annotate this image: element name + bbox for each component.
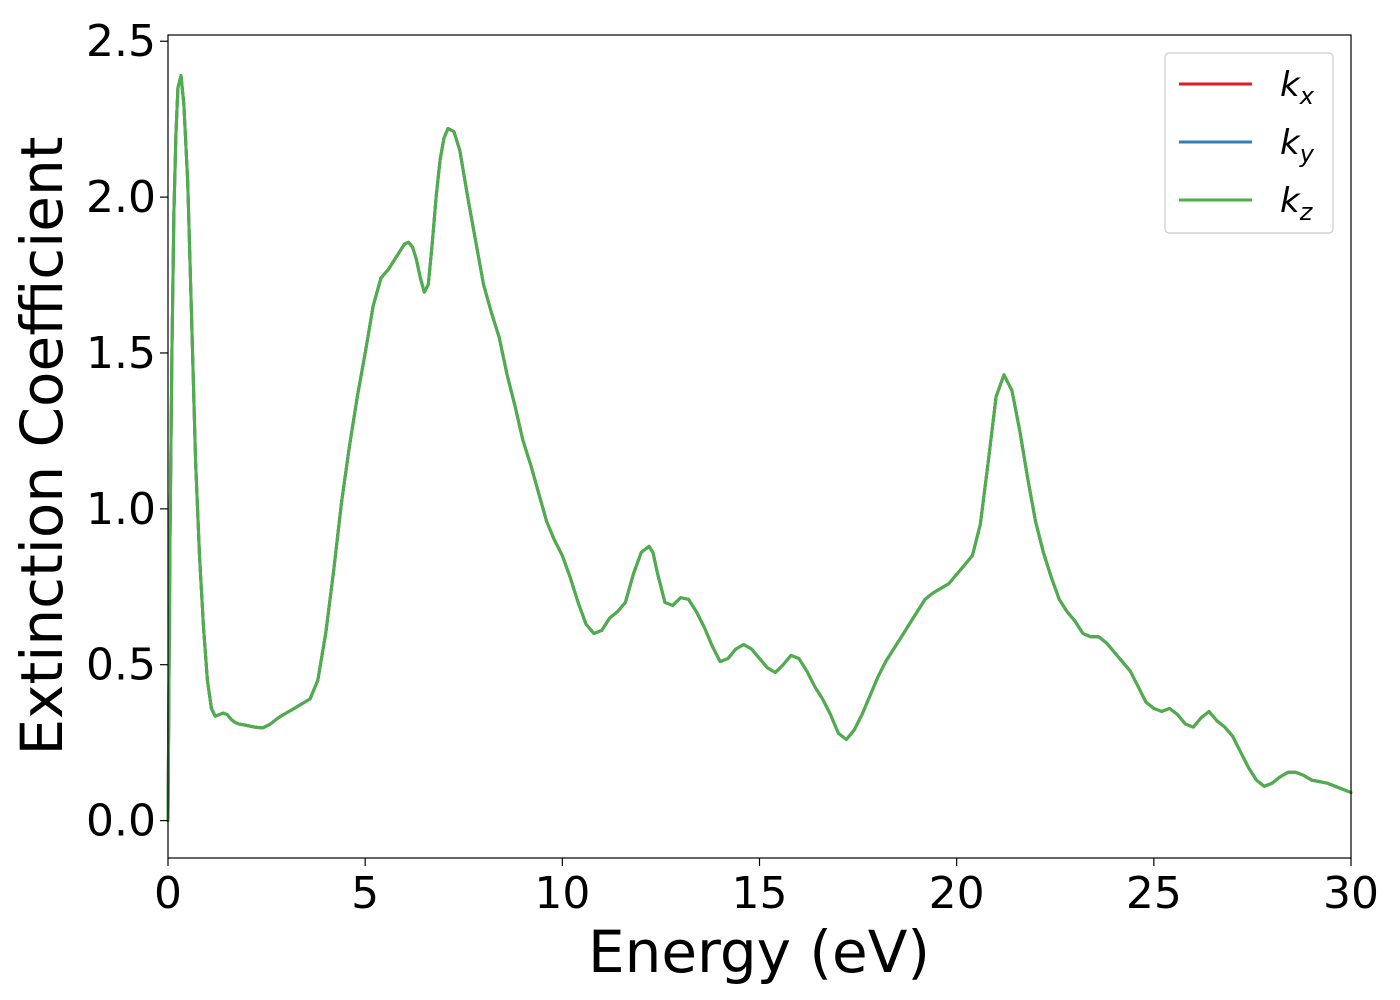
x-tick-label: 25 xyxy=(1126,868,1182,919)
y-axis: 0.0 0.5 1.0 1.5 2.0 2.5 xyxy=(86,16,168,847)
legend-label-k-x: kx xyxy=(1280,65,1315,110)
x-tick-label: 5 xyxy=(351,868,379,919)
x-tick-label: 30 xyxy=(1323,868,1379,919)
y-tick-label: 2.5 xyxy=(86,16,156,67)
y-axis-label: Extinction Coefficient xyxy=(8,137,76,756)
x-tick-label: 15 xyxy=(732,868,788,919)
legend-label-k-y: ky xyxy=(1280,123,1315,168)
x-axis-label: Energy (eV) xyxy=(588,918,930,986)
x-tick-label: 10 xyxy=(534,868,590,919)
x-tick-label: 0 xyxy=(154,868,182,919)
y-tick-label: 0.5 xyxy=(86,640,156,691)
x-axis: 0 5 10 15 20 25 30 xyxy=(154,858,1379,919)
legend: kx ky kz xyxy=(1164,52,1334,234)
y-tick-label: 0.0 xyxy=(86,796,156,847)
legend-label-k-z: kz xyxy=(1280,181,1314,226)
plot-lines xyxy=(166,74,1353,823)
y-tick-label: 1.0 xyxy=(86,484,156,535)
x-tick-label: 20 xyxy=(929,868,985,919)
series-line-k-z xyxy=(166,74,1353,823)
y-tick-label: 2.0 xyxy=(86,172,156,223)
y-tick-label: 1.5 xyxy=(86,328,156,379)
